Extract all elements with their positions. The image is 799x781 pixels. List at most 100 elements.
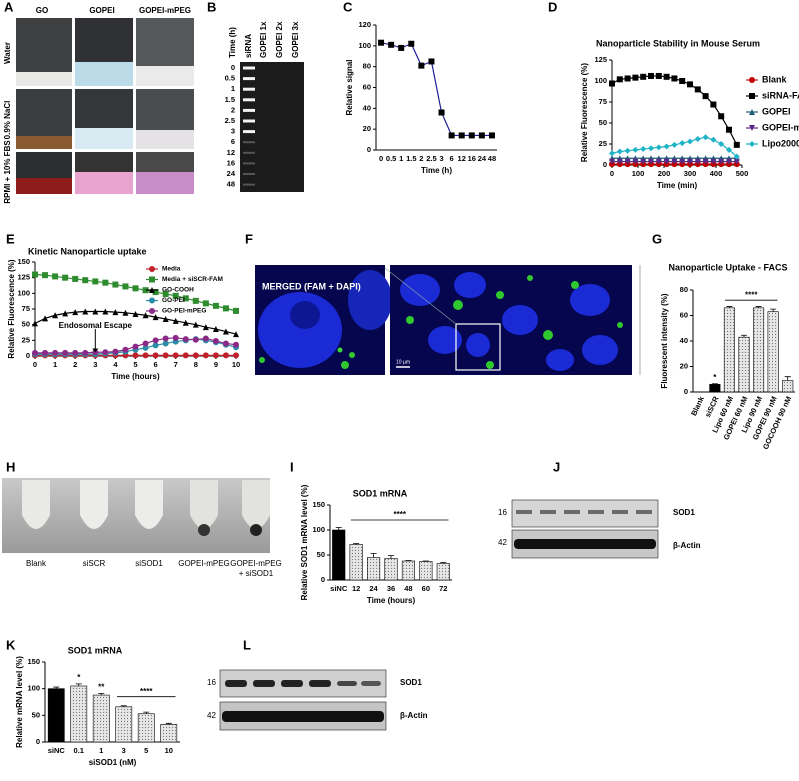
tube-label: GOPEI-mPEG	[230, 559, 282, 568]
series-line	[611, 75, 738, 146]
panel-j: 16 42 SOD1 β-Actin	[498, 499, 701, 559]
tube-label: siSCR	[83, 559, 106, 568]
bar	[137, 713, 155, 743]
error-bar	[755, 306, 762, 308]
time-row-label: 24	[227, 169, 236, 178]
marker	[640, 146, 647, 153]
chart-title: Nanoparticle Stability in Mouse Serum	[596, 38, 760, 48]
bar	[349, 544, 363, 581]
bar	[767, 311, 779, 393]
bar	[782, 380, 794, 393]
marker	[632, 158, 639, 165]
marker	[418, 62, 425, 69]
marker	[408, 40, 415, 47]
marker	[152, 352, 159, 359]
marker	[52, 312, 59, 319]
y-tick-label: 60	[680, 310, 688, 319]
legend-marker	[749, 77, 755, 83]
x-tick-label: 7	[174, 360, 178, 369]
x-tick-label: 3	[439, 154, 443, 163]
x-tick-label: 5	[133, 360, 137, 369]
y-tick-label: 150	[27, 657, 40, 666]
chart-title: Kinetic Nanoparticle uptake	[28, 246, 147, 256]
error-bar	[711, 383, 718, 385]
band-label: SOD1	[673, 508, 695, 517]
marker	[733, 153, 740, 160]
marker	[212, 337, 219, 344]
arrow-head	[92, 348, 99, 353]
marker	[655, 158, 662, 165]
y-tick-label: 60	[363, 82, 371, 91]
time-row-label: 0.5	[225, 74, 235, 83]
marker	[718, 113, 725, 120]
error-bar	[405, 560, 412, 561]
band-label: β-Actin	[400, 711, 428, 720]
legend-label: Blank	[762, 74, 788, 84]
error-bar	[770, 308, 777, 312]
marker	[202, 324, 209, 331]
bar	[384, 558, 398, 581]
marker	[152, 314, 159, 321]
marker	[132, 285, 139, 292]
time-row-label: 48	[227, 180, 235, 189]
x-axis-title: Time (hours)	[367, 596, 416, 605]
bar	[401, 560, 416, 581]
marker	[468, 132, 475, 139]
marker	[655, 72, 662, 79]
bar	[709, 384, 721, 393]
marker	[663, 73, 670, 80]
panel-letter: F	[245, 231, 253, 246]
y-tick-label: 50	[32, 710, 40, 719]
marker	[222, 328, 229, 335]
marker	[142, 287, 149, 294]
marker	[663, 158, 670, 165]
marker	[132, 343, 139, 350]
legend-label: Lipo2000	[762, 138, 799, 148]
error-bar	[353, 543, 360, 545]
y-tick-label: 50	[22, 320, 30, 329]
panel-letters: A B C D E F G H I J K L	[4, 0, 662, 652]
marker	[62, 310, 69, 317]
marker	[616, 148, 623, 155]
marker	[102, 349, 109, 356]
x-tick-label: 12	[458, 154, 466, 163]
marker	[233, 341, 239, 348]
marker	[718, 141, 725, 147]
marker	[648, 145, 654, 152]
panel-h: Blank siSCR siSOD1 GOPEI-mPEG GOPEI-mPEG…	[2, 478, 282, 578]
x-tick-label: 24	[369, 584, 378, 593]
bar	[115, 706, 133, 743]
legend-marker	[749, 125, 755, 131]
x-tick-label: 3	[93, 360, 97, 369]
time-row-label: 12	[227, 148, 235, 157]
marker	[82, 308, 89, 315]
marker	[640, 158, 647, 165]
marker	[222, 305, 229, 312]
marker	[182, 319, 189, 326]
panel-letter: A	[4, 0, 14, 14]
marker	[694, 158, 701, 165]
marker	[710, 136, 717, 143]
marker	[42, 272, 49, 279]
marker	[152, 289, 159, 296]
panel-letter: G	[652, 231, 662, 246]
marker	[152, 337, 159, 344]
marker	[609, 158, 615, 165]
x-tick-label: 2	[419, 154, 423, 163]
marker	[162, 290, 169, 297]
time-row-label: 2	[231, 105, 235, 114]
marker	[32, 320, 38, 327]
marker	[694, 86, 701, 93]
panel-f: MERGED (FAM + DAPI) 10 µm	[255, 265, 641, 375]
bar	[436, 563, 450, 581]
annotation: Endosomal Escape	[59, 321, 133, 330]
marker	[702, 158, 709, 165]
marker	[192, 297, 199, 304]
time-row-label: 0	[231, 63, 235, 72]
marker	[388, 41, 395, 48]
x-tick-label: 0	[610, 169, 614, 178]
y-tick-label: 100	[17, 288, 30, 297]
error-bar	[335, 527, 342, 530]
marker	[102, 279, 109, 286]
marker	[122, 283, 129, 290]
